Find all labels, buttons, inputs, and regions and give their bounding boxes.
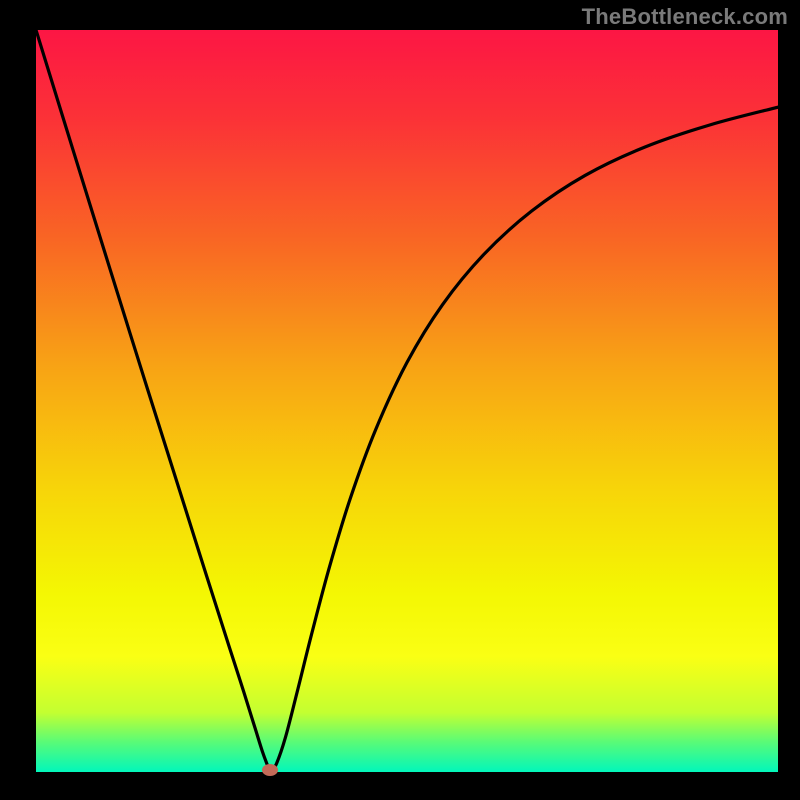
- chart-container: TheBottleneck.com: [0, 0, 800, 800]
- optimal-point-marker: [262, 764, 278, 776]
- plot-area: [36, 30, 778, 772]
- watermark-text: TheBottleneck.com: [582, 4, 788, 30]
- bottleneck-curve: [36, 30, 778, 772]
